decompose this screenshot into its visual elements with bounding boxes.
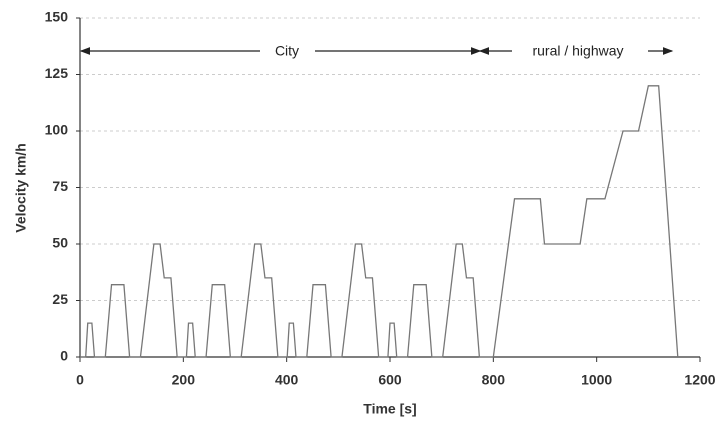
annotation: rural / highway	[532, 43, 623, 59]
x-tick-label: 0	[76, 372, 84, 388]
y-tick-label: 75	[52, 178, 68, 194]
x-tick-label: 600	[378, 372, 402, 388]
y-tick-label: 150	[45, 9, 69, 25]
x-tick-label: 800	[482, 372, 506, 388]
y-axis-label: Velocity km/h	[13, 143, 29, 232]
x-axis-label: Time [s]	[363, 401, 416, 417]
y-tick-label: 100	[45, 122, 69, 138]
y-tick-label: 125	[45, 65, 69, 81]
x-tick-label: 400	[275, 372, 299, 388]
y-tick-label: 50	[52, 235, 68, 251]
y-tick-label: 0	[60, 348, 68, 364]
y-tick-label: 25	[52, 291, 68, 307]
x-tick-label: 1200	[684, 372, 715, 388]
annotation: City	[275, 43, 299, 59]
x-tick-label: 200	[172, 372, 196, 388]
velocity-line	[80, 85, 679, 358]
x-tick-label: 1000	[581, 372, 612, 388]
